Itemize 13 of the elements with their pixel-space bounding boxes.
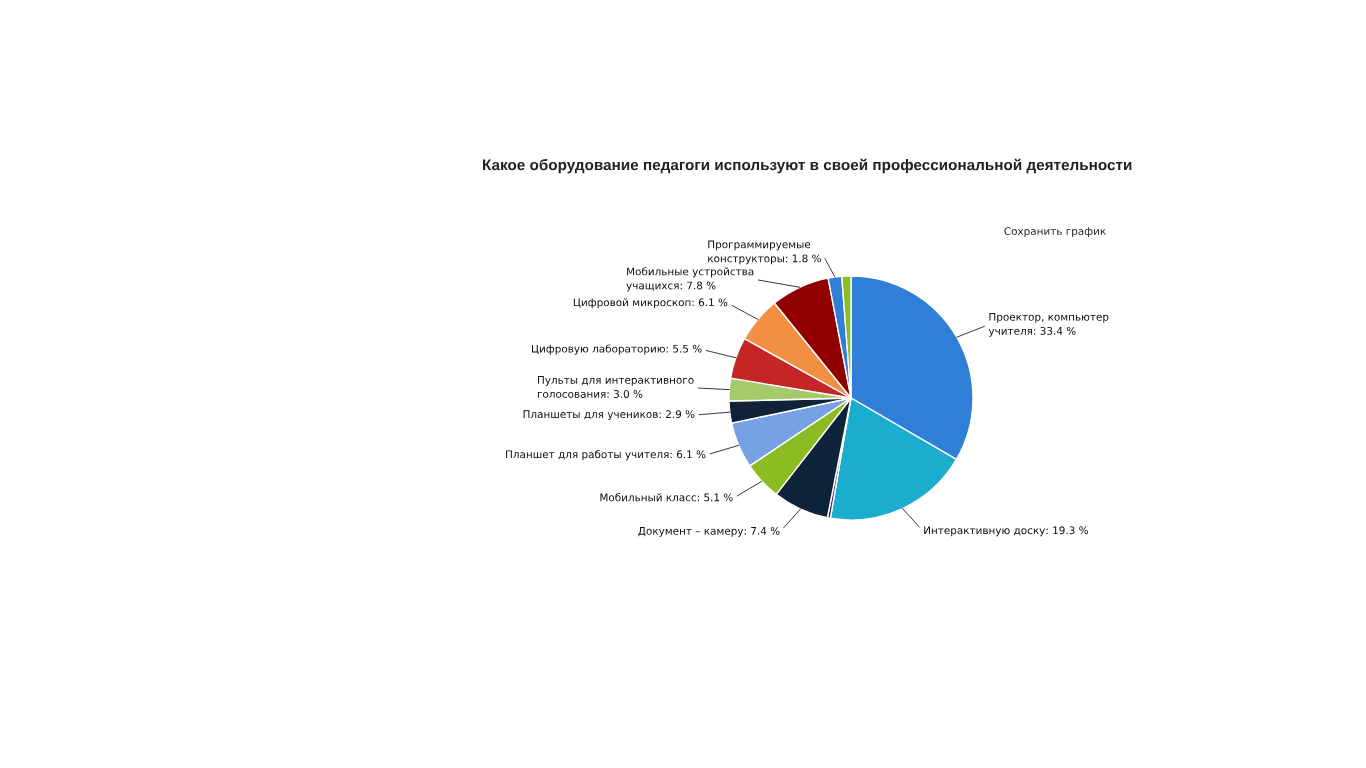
slice-label: Планшеты для учеников: 2.9 % xyxy=(523,410,695,421)
slice-label: Программируемые конструкторы: 1.8 % xyxy=(708,240,821,265)
slice-label: Интерактивную доску: 19.3 % xyxy=(924,526,1088,537)
slice-label: Цифровую лабораторию: 5.5 % xyxy=(532,344,702,355)
slice-label: Мобильные устройства учащихся: 7.8 % xyxy=(626,267,754,292)
slice-label: Проектор, компьютер учителя: 33.4 % xyxy=(988,313,1109,337)
slice-label: Пульты для интерактивного голосования: 3.0 % xyxy=(537,376,694,398)
slice-label: Мобильный класс: 5.1 % xyxy=(600,493,733,502)
text: Сохранить график xyxy=(1004,227,1106,238)
chart-title: Какое оборудование педагоги используют в своей профессиональной деятельности xyxy=(483,158,1132,174)
slice-label: Планшет для работы учителя: 6.1 % xyxy=(506,449,706,461)
slice-label: Цифровой микроскоп: 6.1 % xyxy=(573,298,728,309)
slice-label: Документ – камеру: 7.4 % xyxy=(638,526,780,537)
